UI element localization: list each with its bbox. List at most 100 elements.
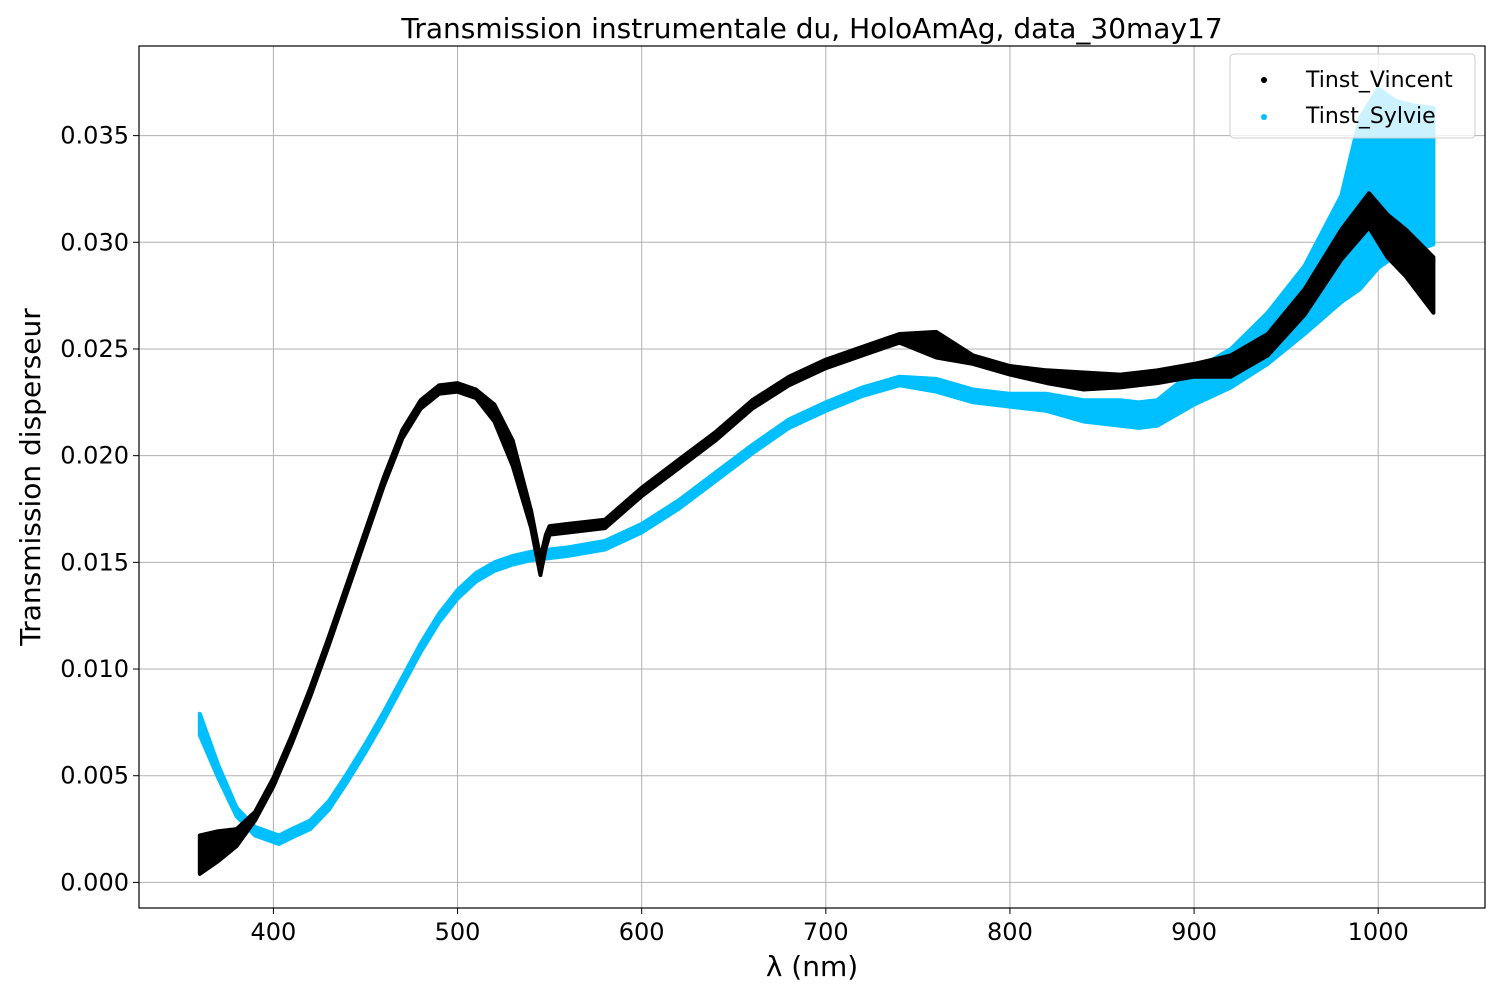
point-tinst-vincent xyxy=(750,402,754,407)
point-tinst-vincent xyxy=(548,528,552,532)
point-tinst-vincent xyxy=(640,490,644,494)
point-tinst-vincent xyxy=(345,586,349,590)
band-tinst-vincent xyxy=(197,191,1436,876)
point-tinst-sylvie xyxy=(1045,400,1049,404)
point-tinst-vincent xyxy=(787,379,791,383)
point-tinst-sylvie xyxy=(529,554,533,558)
point-tinst-vincent xyxy=(1404,251,1408,255)
point-tinst-sylvie xyxy=(455,592,460,597)
point-tinst-vincent xyxy=(934,343,938,347)
point-tinst-vincent xyxy=(327,639,331,643)
point-tinst-sylvie xyxy=(1008,398,1012,402)
point-tinst-sylvie xyxy=(308,823,312,827)
point-tinst-vincent xyxy=(1082,379,1086,383)
x-tick-label: 800 xyxy=(987,918,1033,946)
point-tinst-vincent xyxy=(538,565,543,569)
point-tinst-sylvie xyxy=(1431,174,1435,178)
point-tinst-vincent xyxy=(474,392,478,396)
legend-marker-tinst-vincent xyxy=(1261,77,1267,83)
y-axis-label: Transmission disperseur xyxy=(14,308,47,647)
point-tinst-vincent xyxy=(603,522,607,526)
point-tinst-vincent xyxy=(529,518,533,522)
point-tinst-sylvie xyxy=(437,616,441,620)
band-tinst-sylvie xyxy=(197,86,1436,846)
point-tinst-sylvie xyxy=(419,646,423,650)
point-tinst-vincent xyxy=(1192,368,1196,372)
point-tinst-sylvie xyxy=(400,680,404,684)
point-tinst-sylvie xyxy=(1413,176,1417,180)
point-tinst-vincent xyxy=(437,387,441,392)
point-tinst-vincent xyxy=(363,533,368,537)
y-tick-label: 0.020 xyxy=(60,442,129,470)
x-tick-label: 600 xyxy=(619,918,665,946)
series-tinst-vincent xyxy=(197,191,1436,876)
point-tinst-sylvie xyxy=(363,746,368,750)
point-tinst-sylvie xyxy=(750,447,754,451)
point-tinst-vincent xyxy=(1045,375,1049,379)
point-tinst-vincent xyxy=(1155,375,1159,379)
point-tinst-sylvie xyxy=(603,543,607,547)
point-tinst-sylvie xyxy=(1155,411,1159,415)
point-tinst-sylvie xyxy=(897,379,902,383)
point-tinst-vincent xyxy=(419,402,423,407)
point-tinst-sylvie xyxy=(198,722,202,727)
point-tinst-sylvie xyxy=(934,383,938,387)
point-tinst-sylvie xyxy=(640,526,644,530)
point-tinst-vincent xyxy=(382,479,386,483)
point-tinst-sylvie xyxy=(971,394,975,398)
point-tinst-sylvie xyxy=(492,565,496,569)
x-tick-label: 400 xyxy=(251,918,297,946)
point-tinst-vincent xyxy=(713,434,717,439)
chart-title: Transmission instrumentale du, HoloAmAg,… xyxy=(400,12,1222,45)
point-tinst-vincent xyxy=(566,526,570,530)
point-tinst-vincent xyxy=(216,844,220,848)
y-tick-label: 0.035 xyxy=(60,122,129,150)
point-tinst-sylvie xyxy=(511,558,515,562)
point-tinst-vincent xyxy=(544,539,548,543)
point-tinst-sylvie xyxy=(474,575,478,579)
x-axis-label: λ (nm) xyxy=(766,950,858,983)
point-tinst-vincent xyxy=(1008,368,1012,372)
point-tinst-sylvie xyxy=(1376,176,1380,180)
legend-box xyxy=(1229,53,1476,139)
point-tinst-vincent xyxy=(1229,364,1233,368)
series-layer xyxy=(197,86,1436,876)
point-tinst-vincent xyxy=(308,690,312,695)
point-tinst-sylvie xyxy=(787,422,791,426)
point-tinst-vincent xyxy=(492,411,496,415)
y-tick-label: 0.000 xyxy=(60,868,129,896)
point-tinst-sylvie xyxy=(676,503,681,507)
series-tinst-sylvie xyxy=(197,86,1436,846)
ticks: 400 500 600 700 800 900 1000 0.000 0.005 0.010 0.0… xyxy=(60,122,1408,946)
point-tinst-sylvie xyxy=(566,550,570,554)
grid xyxy=(139,46,1485,908)
point-tinst-sylvie xyxy=(382,714,386,718)
x-tick-label: 1000 xyxy=(1348,918,1409,946)
y-tick-label: 0.025 xyxy=(60,335,129,363)
point-tinst-sylvie xyxy=(548,552,552,556)
plot-frame xyxy=(138,45,1486,909)
point-tinst-vincent xyxy=(1385,234,1389,238)
point-tinst-sylvie xyxy=(1192,385,1196,389)
point-tinst-sylvie xyxy=(345,776,349,780)
legend: Tinst_Vincent Tinst_Sylvie xyxy=(1229,53,1476,139)
point-tinst-sylvie xyxy=(1082,409,1086,413)
x-tick-label: 500 xyxy=(435,918,481,946)
point-tinst-vincent xyxy=(198,853,202,857)
point-tinst-vincent xyxy=(1266,343,1270,347)
point-tinst-vincent xyxy=(971,358,975,362)
point-tinst-sylvie xyxy=(1395,176,1399,180)
point-tinst-sylvie xyxy=(713,475,717,479)
point-tinst-vincent xyxy=(676,462,681,466)
y-tick-label: 0.015 xyxy=(60,548,129,576)
point-tinst-vincent xyxy=(861,349,865,353)
point-tinst-vincent xyxy=(897,336,902,340)
y-tick-label: 0.030 xyxy=(60,228,129,256)
point-tinst-sylvie xyxy=(277,838,281,842)
y-tick-label: 0.010 xyxy=(60,655,129,683)
legend-label-tinst-vincent: Tinst_Vincent xyxy=(1305,68,1453,93)
point-tinst-vincent xyxy=(253,814,257,818)
point-tinst-sylvie xyxy=(253,829,257,833)
x-tick-label: 700 xyxy=(803,918,849,946)
y-tick-label: 0.005 xyxy=(60,762,129,790)
